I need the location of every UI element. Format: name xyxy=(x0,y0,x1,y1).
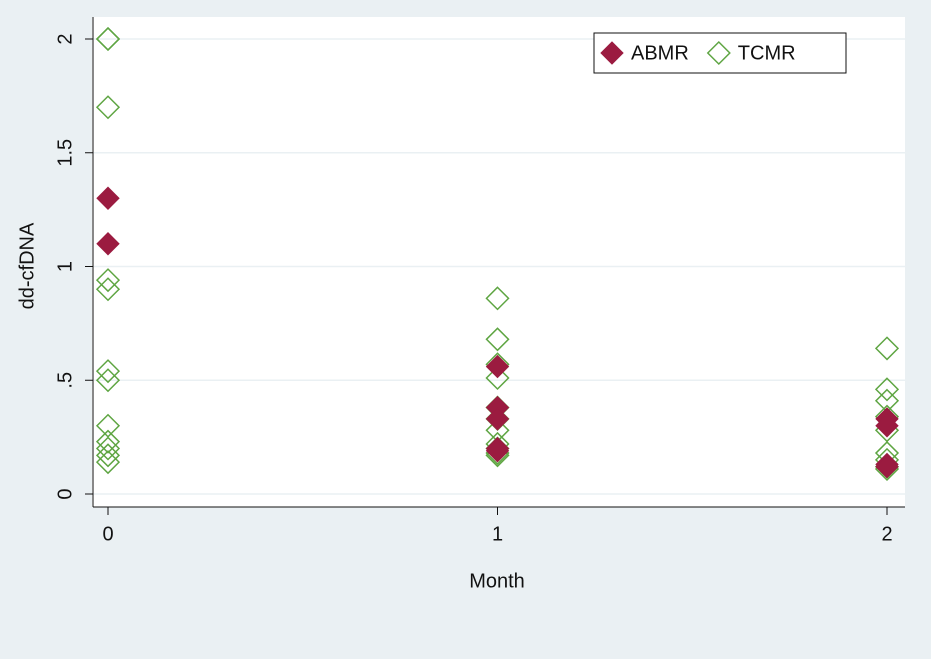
point xyxy=(96,232,120,256)
point xyxy=(485,365,510,391)
legend-label: ABMR xyxy=(631,42,689,64)
point xyxy=(95,95,121,120)
point xyxy=(874,336,900,361)
x-tick-label: 0 xyxy=(102,523,113,545)
x-axis-title: Month xyxy=(469,570,525,592)
y-tick-label: 1 xyxy=(54,261,76,272)
point xyxy=(485,407,510,431)
y-axis-title: dd-cfDNA xyxy=(16,222,38,309)
legend-label: TCMR xyxy=(738,42,796,64)
x-tick-label: 1 xyxy=(492,523,503,545)
point xyxy=(95,268,121,293)
point xyxy=(874,377,900,402)
legend-marker xyxy=(600,41,624,65)
point xyxy=(95,368,121,393)
point xyxy=(96,186,120,210)
y-tick-label: 0 xyxy=(54,488,76,499)
legend-box xyxy=(593,32,847,74)
y-tick-label: 1.5 xyxy=(54,139,76,167)
y-tick-label: .5 xyxy=(54,372,76,389)
x-tick-label: 2 xyxy=(881,523,892,545)
point xyxy=(95,443,121,468)
point xyxy=(485,286,510,311)
point xyxy=(95,429,121,454)
point xyxy=(485,354,510,379)
point xyxy=(95,26,121,52)
point xyxy=(875,454,899,479)
y-tick-label: 2 xyxy=(54,33,76,44)
point xyxy=(95,436,121,461)
legend-marker xyxy=(706,40,731,66)
point xyxy=(95,359,121,384)
point xyxy=(95,277,121,302)
point xyxy=(95,450,121,475)
point xyxy=(485,327,510,352)
point xyxy=(875,414,899,438)
point xyxy=(485,439,510,463)
